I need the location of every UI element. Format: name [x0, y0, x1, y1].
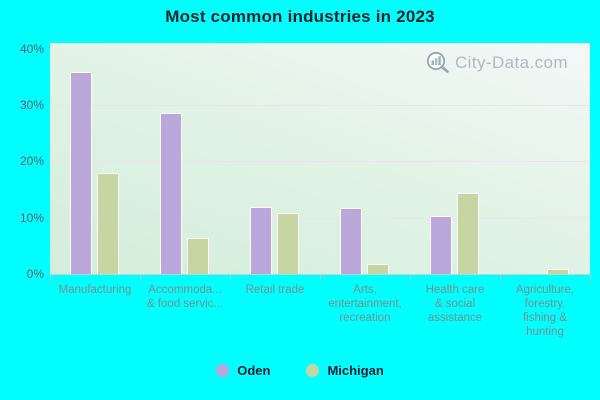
gridline-30 [50, 105, 590, 106]
legend-item-michigan: Michigan [306, 363, 384, 378]
x-axis-tick-5 [500, 275, 501, 281]
x-axis-tick-2 [230, 275, 231, 281]
x-axis-tick-4 [410, 275, 411, 281]
gridline-10 [50, 218, 590, 219]
bar-michigan-arts-entertainment-recreation [367, 264, 389, 274]
city-data-logo-icon [426, 51, 449, 73]
x-axis-tick-0 [50, 275, 51, 281]
bar-oden-arts-entertainment-recreation [340, 208, 362, 274]
gridline-20 [50, 161, 590, 162]
bar-michigan-agriculture-forestry-fishing-hunting [547, 269, 569, 274]
y-tick-label-20: 20% [19, 154, 44, 168]
legend: Oden Michigan [0, 363, 600, 378]
x-category-label-arts-entertainment-recreation: Arts, entertainment, recreation [328, 284, 402, 324]
x-axis-tick-3 [320, 275, 321, 281]
x-axis-tick-6 [590, 275, 591, 281]
bar-michigan-retail-trade [277, 213, 299, 274]
bar-oden-accommodation-food-services [160, 113, 182, 274]
legend-dot-michigan [306, 364, 320, 377]
bar-oden-health-care-social-assistance [430, 216, 452, 274]
bar-michigan-accommodation-food-services [187, 238, 209, 274]
legend-label-oden: Oden [237, 363, 271, 378]
legend-item-oden: Oden [216, 363, 270, 378]
x-category-label-retail-trade: Retail trade [245, 284, 305, 296]
x-axis-line [50, 274, 590, 275]
plot-area [50, 43, 590, 275]
x-axis-tick-1 [140, 275, 141, 281]
bar-michigan-manufacturing [97, 173, 119, 274]
y-tick-label-30: 30% [19, 98, 44, 112]
chart-title: Most common industries in 2023 [165, 7, 435, 26]
watermark-text: City-Data.com [455, 53, 568, 72]
watermark: City-Data.com [425, 50, 568, 76]
x-category-label-agriculture-forestry-fishing-hunting: Agriculture, forestry, fishing & hunting [515, 284, 575, 338]
x-category-label-manufacturing: Manufacturing [58, 284, 132, 296]
y-tick-label-40: 40% [19, 42, 44, 56]
bar-oden-manufacturing [70, 72, 92, 274]
bar-oden-retail-trade [250, 207, 272, 274]
x-category-label-accommodation-food-services: Accommoda... & food servic... [146, 284, 224, 310]
bar-michigan-health-care-social-assistance [457, 193, 479, 274]
y-tick-label-0: 0% [26, 267, 44, 281]
x-category-label-health-care-social-assistance: Health care & social assistance [425, 284, 485, 324]
legend-label-michigan: Michigan [327, 363, 384, 378]
legend-dot-oden [216, 364, 230, 377]
y-tick-label-10: 10% [19, 211, 44, 225]
